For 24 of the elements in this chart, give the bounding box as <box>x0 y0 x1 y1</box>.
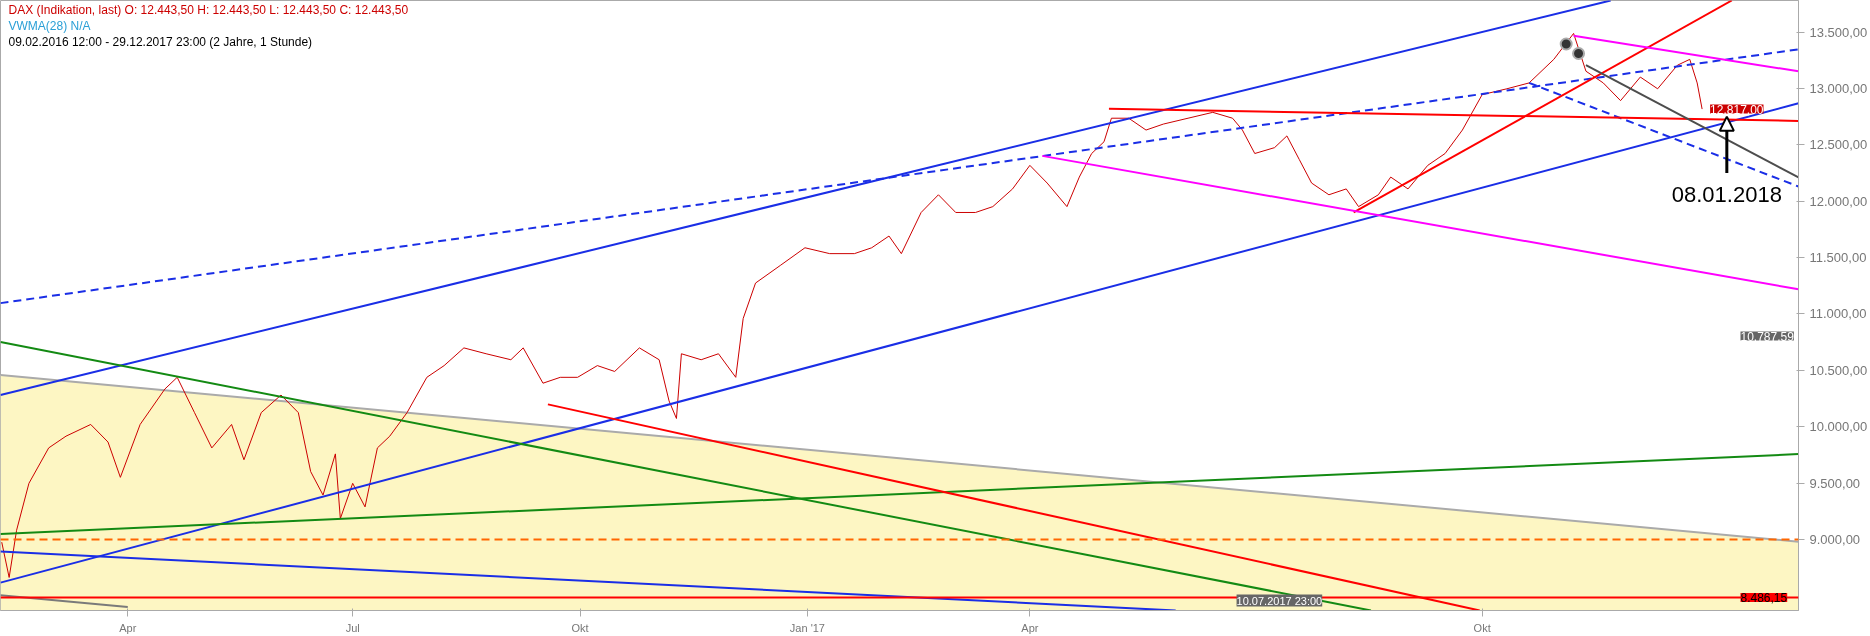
text: VWMA(28) N/A <box>8 18 91 33</box>
annotation: 08.01.2018 <box>1671 181 1782 207</box>
x-tick-label: Okt <box>1473 621 1491 634</box>
x-tick-label: Apr <box>119 621 137 634</box>
x-tick-label: Jan '17 <box>789 621 826 634</box>
y-tick-label: 12.000,00 <box>1809 193 1868 209</box>
y-tick-label: 10.000,00 <box>1809 419 1868 435</box>
y-tick-label: 13.000,00 <box>1809 80 1868 96</box>
annotation: 09.02.2016 12:00 - 29.12.2017 23:00 (2 Jahre, 1 Stunde) <box>8 34 313 49</box>
y-tick-label: 12.500,00 <box>1809 137 1868 153</box>
ref-line-label: 8.486,15 <box>1740 590 1788 605</box>
data-label: 12.817,00 <box>1710 102 1764 117</box>
x-tick-label: Jul <box>345 621 360 634</box>
x-tick-label: Okt <box>571 621 589 634</box>
chart-title: DAX (Indikation, last) O: 12.443,50 H: 12.443,50 L: 12.443,50 C: 12.443,50 <box>8 2 409 17</box>
y-tick-label: 10.500,00 <box>1809 362 1868 378</box>
y-tick-label: 9.000,00 <box>1809 531 1861 547</box>
x-tick-label: Apr <box>1021 621 1039 634</box>
y-tick-label: 9.500,00 <box>1809 475 1861 491</box>
y-tick-label: 11.000,00 <box>1809 306 1867 322</box>
annotation: 10.787,59 <box>1740 329 1795 344</box>
y-tick-label: 13.500,00 <box>1809 24 1868 40</box>
annotation: 10.07.2017 23:00 <box>1236 594 1323 607</box>
y-tick-label: 11.500,00 <box>1809 250 1867 266</box>
